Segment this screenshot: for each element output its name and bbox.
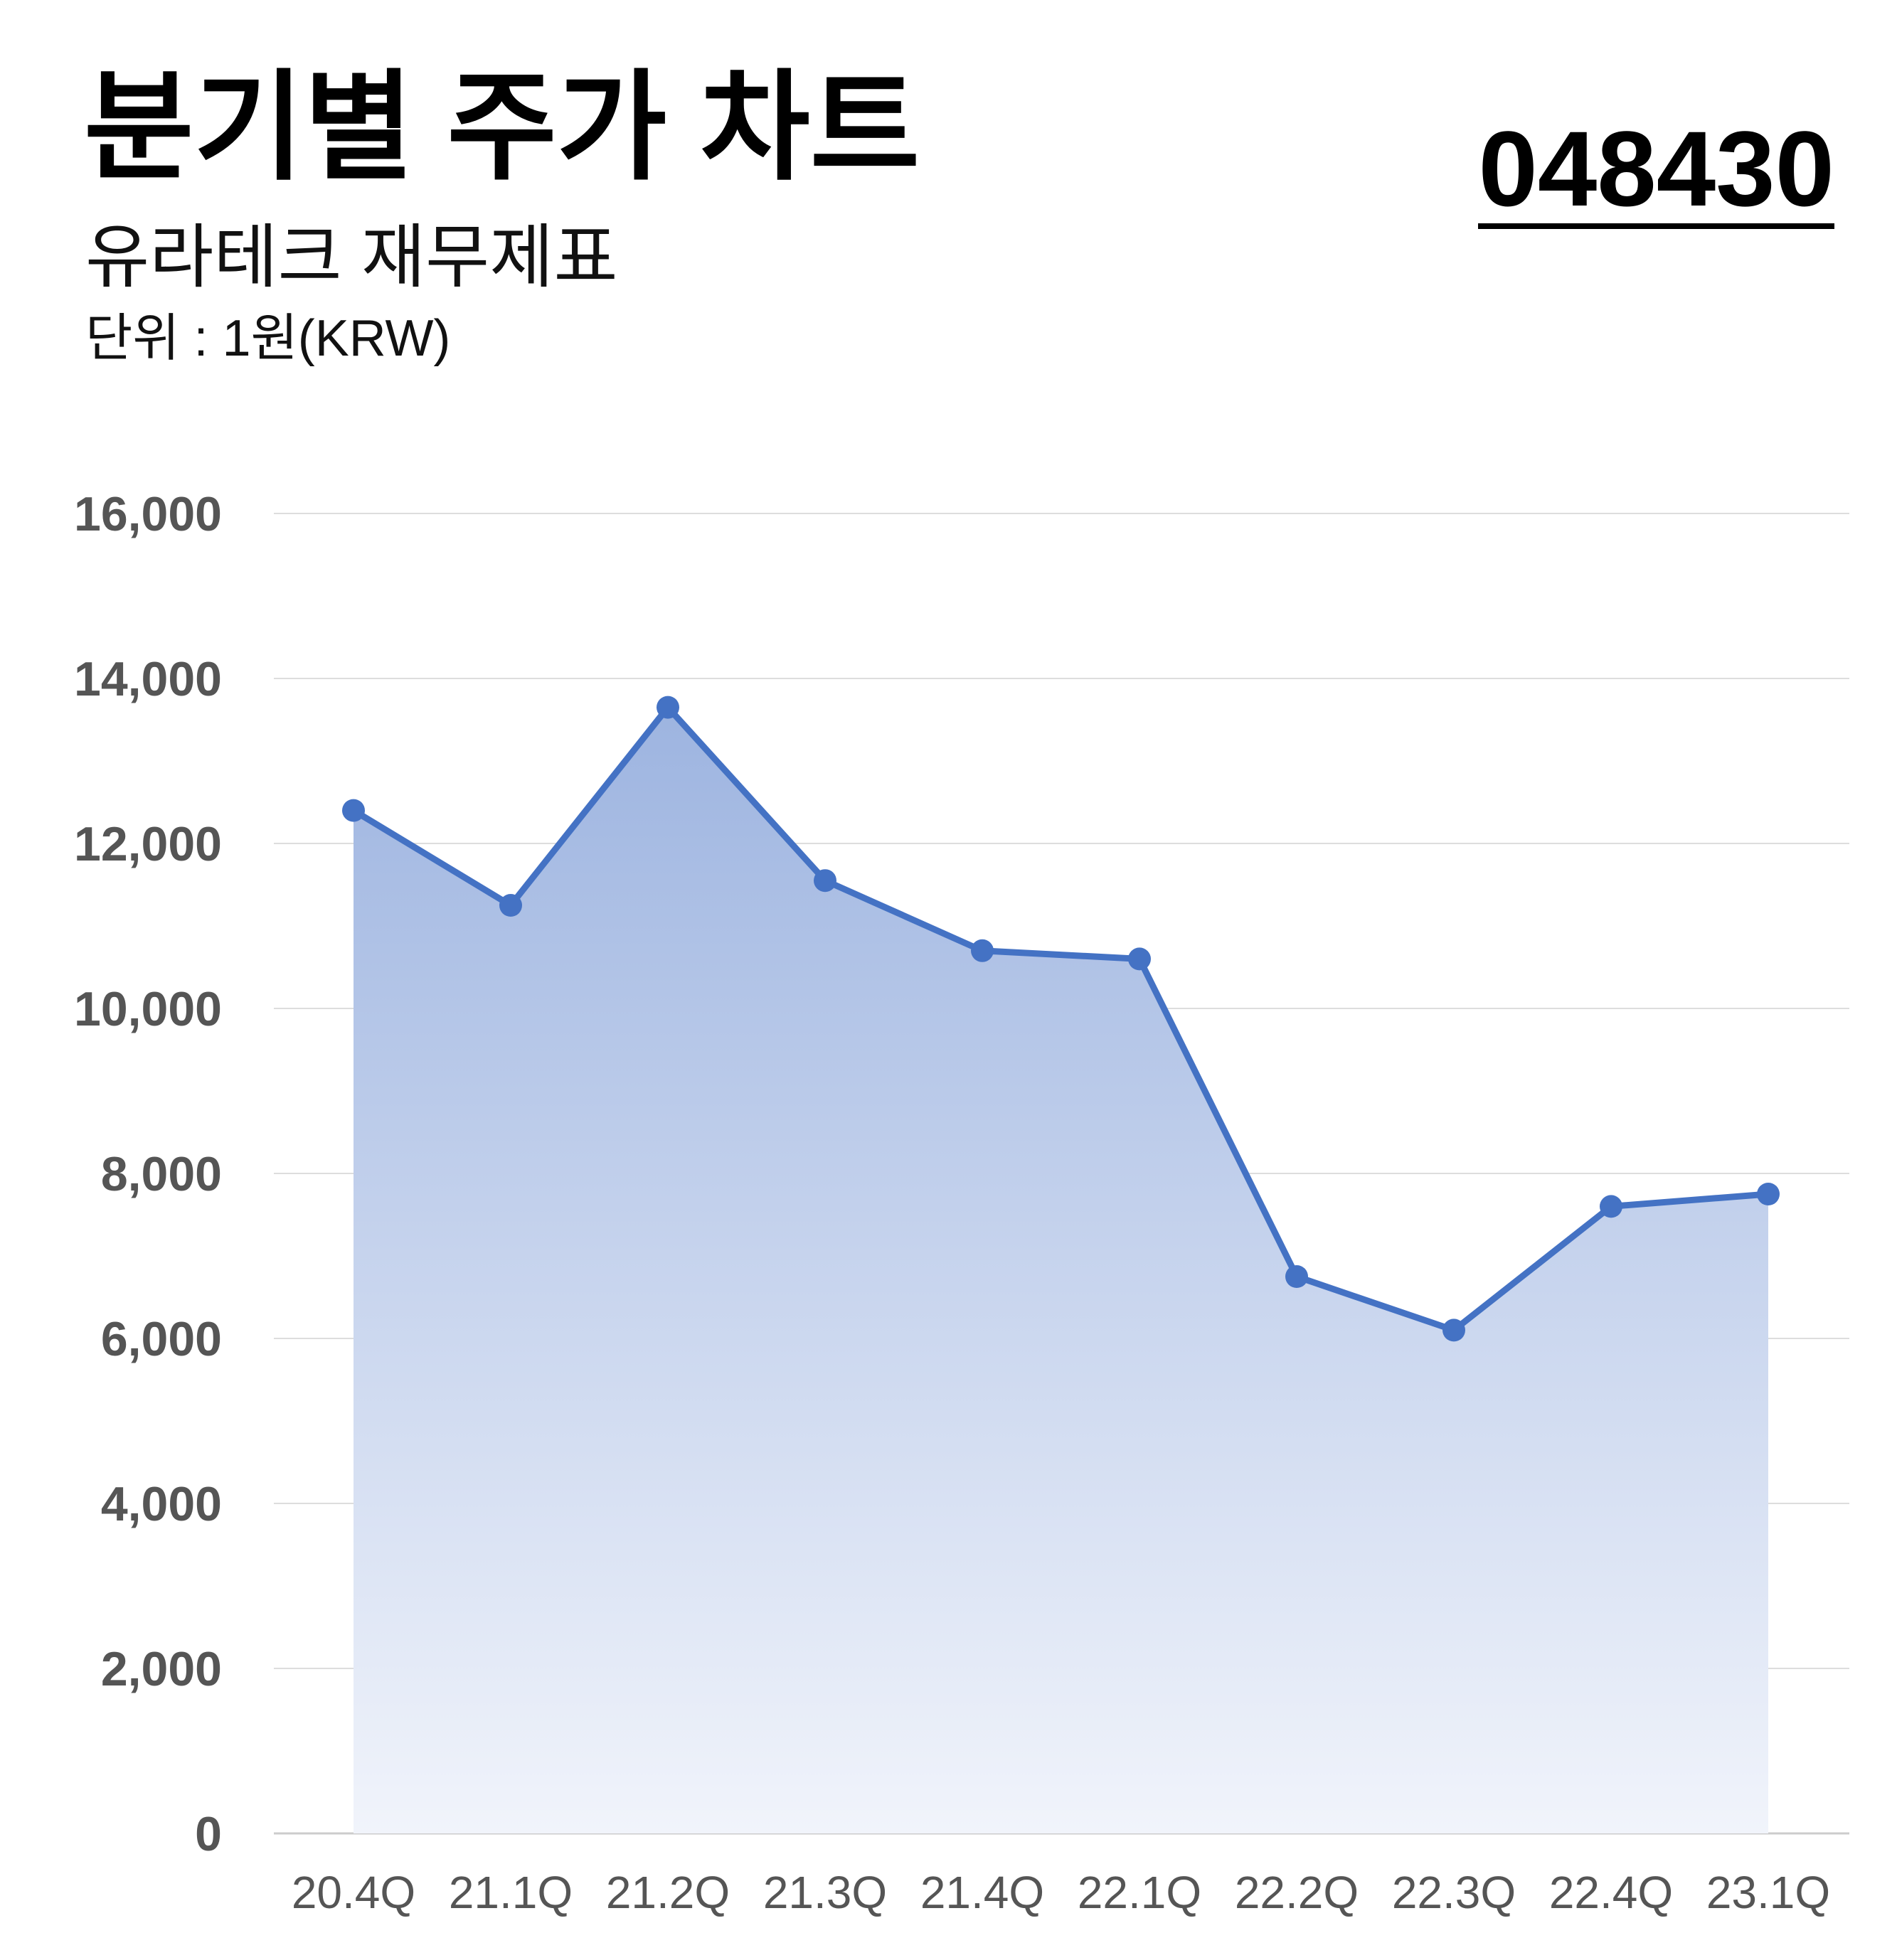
points-layer [342, 696, 1780, 1342]
y-tick-label: 10,000 [74, 982, 222, 1036]
y-tick-label: 6,000 [101, 1312, 222, 1366]
x-tick-label: 22.3Q [1392, 1867, 1516, 1918]
x-tick-label: 20.4Q [292, 1867, 415, 1918]
unit-label: 단위 : 1원(KRW) [85, 310, 451, 367]
x-tick-label: 22.2Q [1235, 1867, 1359, 1918]
data-point [971, 939, 994, 962]
x-tick-label: 22.1Q [1078, 1867, 1201, 1918]
price-line [350, 704, 1772, 1333]
line-layer [350, 704, 1772, 1333]
x-tick-label: 21.2Q [606, 1867, 730, 1918]
data-point [1600, 1195, 1622, 1218]
stock-code: 048430 [1478, 109, 1834, 229]
y-axis-ticks: 0 2,000 4,000 6,000 8,000 10,000 12,000 14,000 1… [74, 487, 222, 1861]
data-point [499, 894, 522, 917]
area-fill [354, 707, 1768, 1833]
y-tick-label: 8,000 [101, 1147, 222, 1201]
y-tick-label: 16,000 [74, 487, 222, 541]
data-point [1442, 1319, 1465, 1342]
data-point [1285, 1265, 1308, 1288]
y-tick-label: 14,000 [74, 652, 222, 706]
data-point [1128, 947, 1151, 971]
chart-subtitle: 유라테크 재무제표 [85, 218, 618, 296]
y-tick-label: 2,000 [101, 1642, 222, 1696]
data-point [657, 696, 679, 719]
y-tick-label: 12,000 [74, 817, 222, 871]
data-point [814, 869, 836, 893]
x-tick-label: 21.3Q [763, 1867, 887, 1918]
x-axis-ticks: 20.4Q 21.1Q 21.2Q 21.3Q 21.4Q 22.1Q 22.2Q 22.3Q… [292, 1867, 1830, 1918]
x-tick-label: 23.1Q [1706, 1867, 1830, 1918]
chart-title: 분기별 주가 차트 [84, 60, 920, 194]
x-tick-label: 22.4Q [1549, 1867, 1673, 1918]
data-point [342, 799, 365, 822]
y-tick-label: 0 [195, 1807, 222, 1861]
x-tick-label: 21.4Q [920, 1867, 1044, 1918]
y-tick-label: 4,000 [101, 1477, 222, 1531]
area-fill-layer [354, 707, 1768, 1833]
x-tick-label: 21.1Q [449, 1867, 573, 1918]
data-point [1757, 1183, 1780, 1205]
